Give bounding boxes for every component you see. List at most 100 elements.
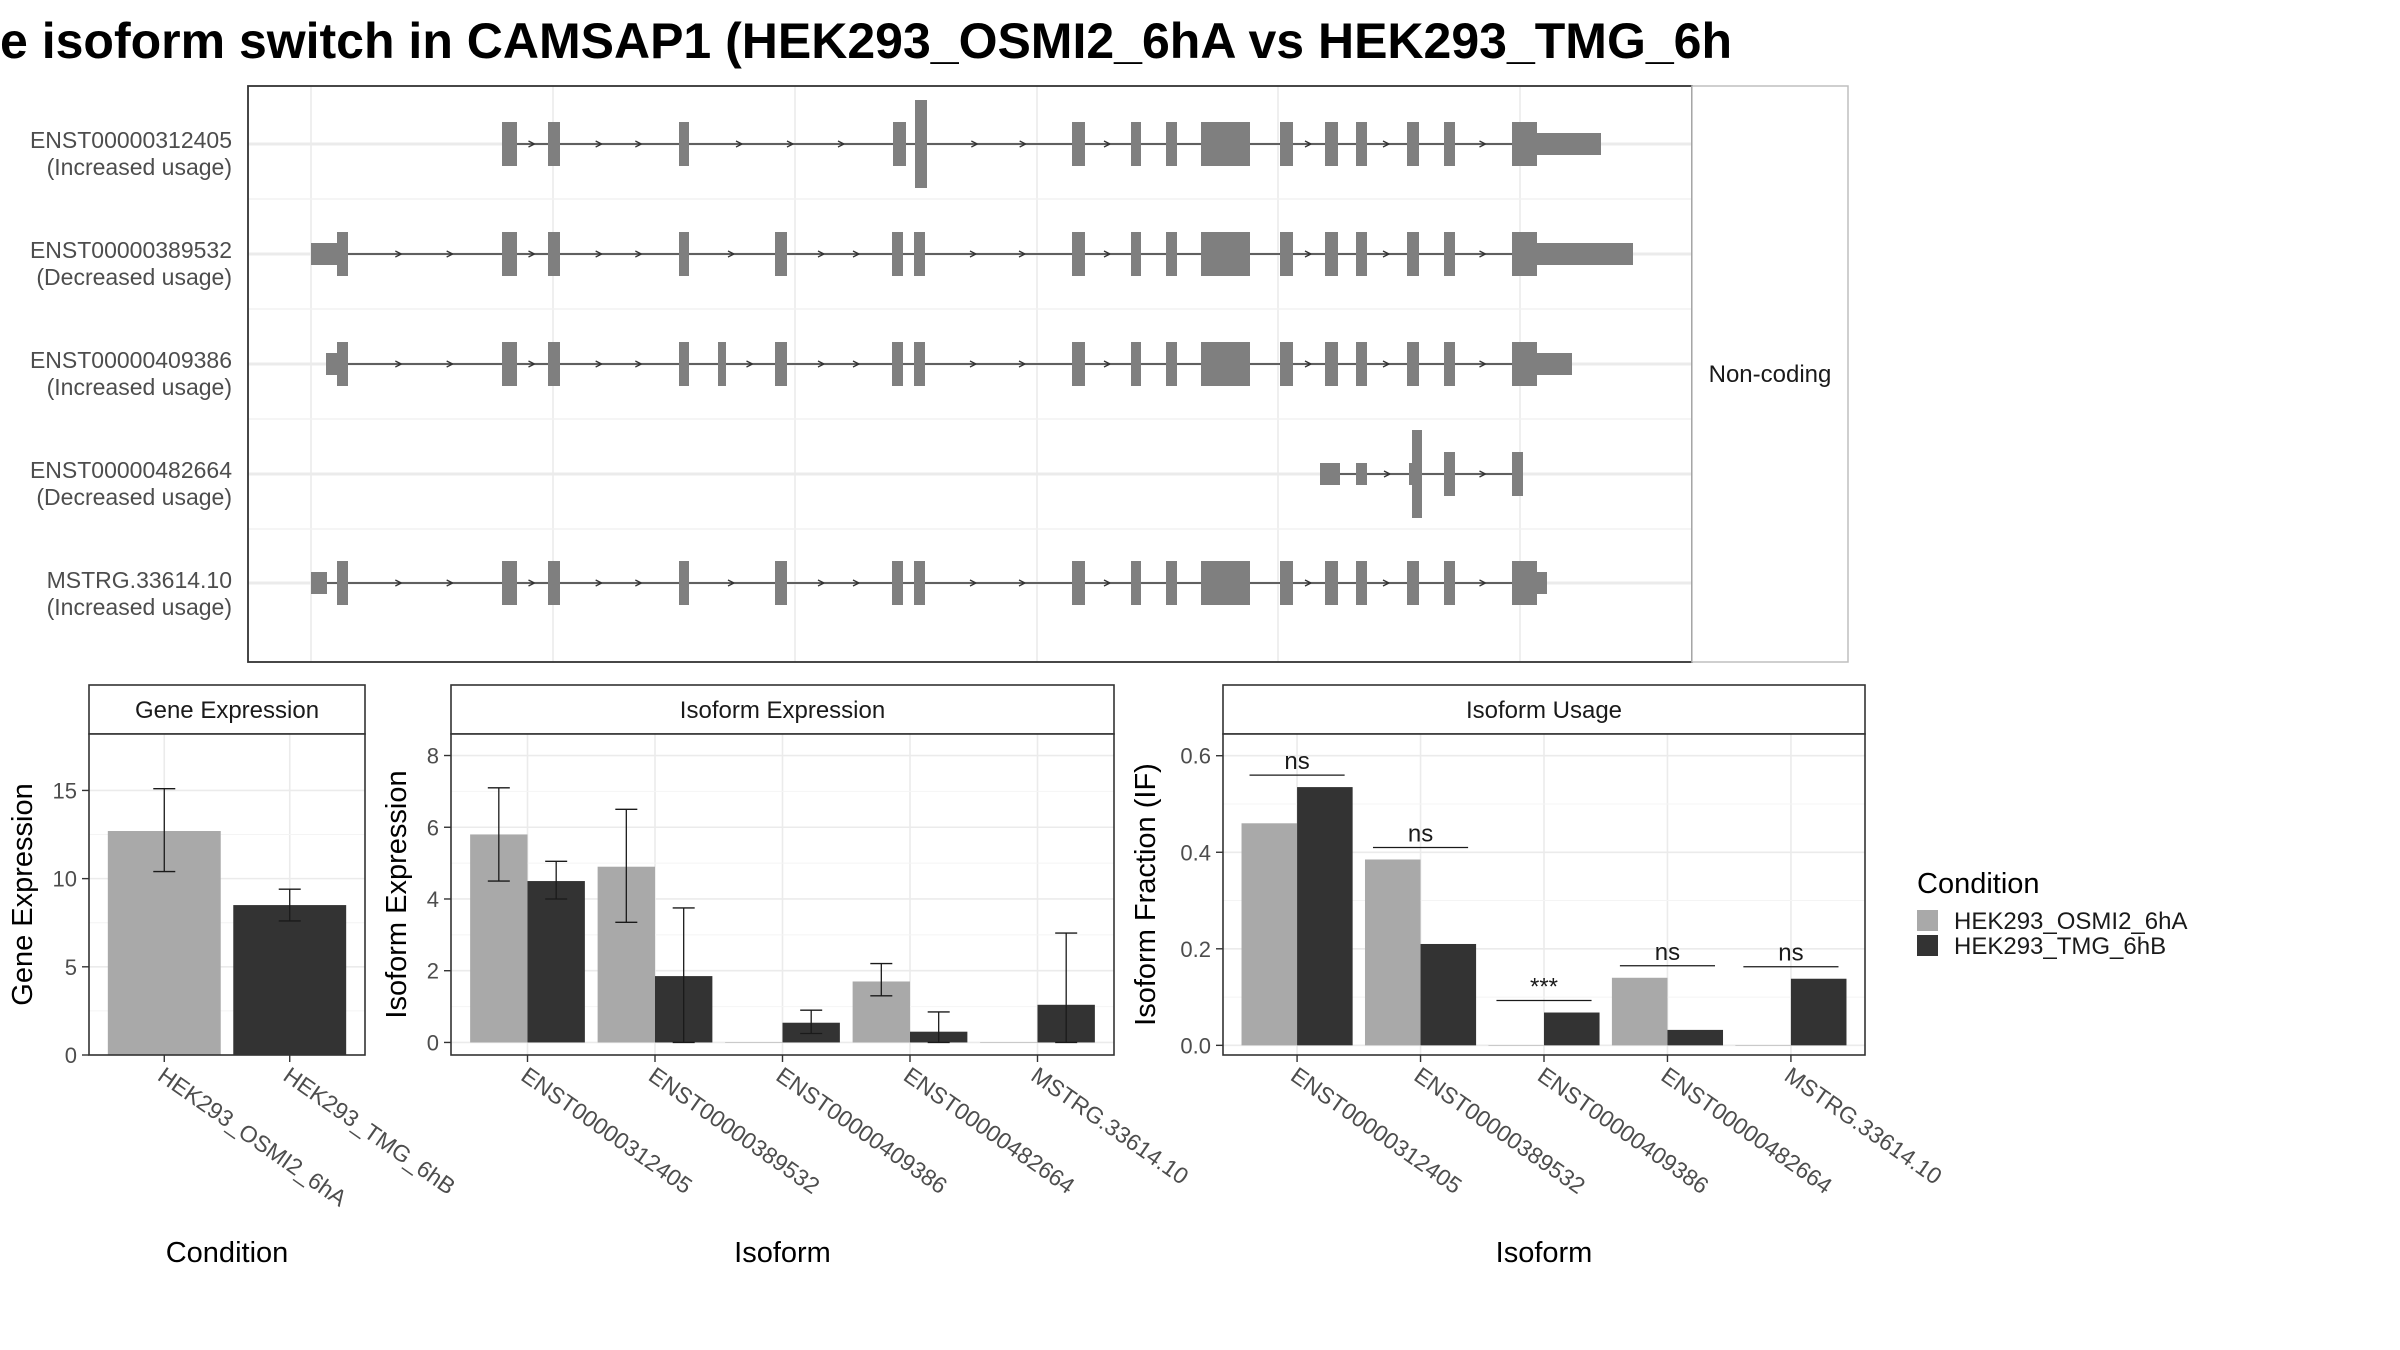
isoform-expression-bar xyxy=(527,881,585,1043)
isoform-usage-significance-label: ns xyxy=(1408,821,1433,848)
exon-block xyxy=(1072,122,1085,166)
gene-expression-y-tick-label: 5 xyxy=(65,955,77,980)
intron-direction-arrow xyxy=(852,360,861,368)
intron-direction-arrow xyxy=(746,360,754,368)
intron-direction-arrow xyxy=(1479,250,1487,258)
isoform-usage-label: (Decreased usage) xyxy=(36,264,232,290)
intron-direction-arrow xyxy=(817,250,826,258)
intron-direction-arrow xyxy=(1103,360,1112,368)
intron-direction-arrow xyxy=(1018,360,1027,368)
exon-block xyxy=(1512,561,1537,605)
intron-direction-arrow xyxy=(446,250,455,258)
exon-block xyxy=(893,122,906,166)
exon-block xyxy=(775,232,787,276)
exon-block xyxy=(1444,342,1455,386)
exon-block xyxy=(548,342,560,386)
exon-block xyxy=(1201,232,1250,276)
structure-strip-label: Non-coding xyxy=(1709,361,1832,388)
intron-direction-arrow xyxy=(1382,360,1391,368)
isoform-expression-y-axis-title: Isoform Expression xyxy=(381,770,413,1018)
intron-direction-arrow xyxy=(635,579,643,587)
exon-block xyxy=(502,561,517,605)
exon-block xyxy=(1072,342,1085,386)
intron-direction-arrow xyxy=(528,250,536,258)
isoform-expression-y-tick-label: 0 xyxy=(427,1030,439,1055)
exon-block xyxy=(914,342,925,386)
isoform-expression-bar xyxy=(725,1042,783,1043)
exon-block xyxy=(775,342,787,386)
exon-block xyxy=(892,232,903,276)
gene-expression-bar xyxy=(233,905,347,1055)
exon-block xyxy=(914,232,925,276)
exon-block xyxy=(1444,561,1455,605)
isoform-usage-significance-label: ns xyxy=(1284,748,1309,775)
isoform-expression-strip-title: Isoform Expression xyxy=(680,697,885,724)
isoform-expression-y-tick-label: 2 xyxy=(427,959,439,984)
exon-block xyxy=(1512,122,1537,166)
exon-block xyxy=(1131,232,1141,276)
exon-block xyxy=(1166,232,1177,276)
transcript-structure-panel: ENST00000312405(Increased usage)ENST0000… xyxy=(30,85,1849,663)
exon-block xyxy=(1512,452,1523,496)
isoform-expression-y-tick-label: 8 xyxy=(427,744,439,769)
intron-direction-arrow xyxy=(1479,140,1487,148)
isoform-expression-y-tick-label: 4 xyxy=(427,887,439,912)
intron-direction-arrow xyxy=(1479,360,1487,368)
isoform-usage-bar xyxy=(1488,1045,1544,1046)
intron-direction-arrow xyxy=(1383,470,1392,478)
intron-direction-arrow xyxy=(1382,140,1391,148)
intron-direction-arrow xyxy=(969,579,978,587)
intron-direction-arrow xyxy=(446,360,455,368)
isoform-usage-strip xyxy=(1222,684,1866,735)
intron-direction-arrow xyxy=(395,360,403,368)
gene-expression-panel-border xyxy=(88,733,366,1056)
exon-block xyxy=(892,342,903,386)
intron-direction-arrow xyxy=(1304,360,1313,368)
exon-block xyxy=(1280,122,1293,166)
exon-block xyxy=(1280,342,1293,386)
isoform-usage-x-axis-title: Isoform xyxy=(1496,1237,1593,1269)
exon-block xyxy=(1512,342,1537,386)
exon-block xyxy=(311,243,339,265)
exon-block xyxy=(1407,561,1419,605)
exon-block xyxy=(679,232,689,276)
intron-direction-arrow xyxy=(395,250,403,258)
intron-direction-arrow xyxy=(1304,579,1313,587)
intron-direction-arrow xyxy=(635,140,643,148)
exon-block xyxy=(1512,232,1537,276)
intron-direction-arrow xyxy=(1018,579,1027,587)
gene-expression-y-tick-label: 0 xyxy=(65,1043,77,1068)
intron-direction-arrow xyxy=(817,579,826,587)
legend-label-condition-a: HEK293_OSMI2_6hA xyxy=(1954,908,2187,935)
isoform-id-label: ENST00000389532 xyxy=(30,237,232,263)
exon-block xyxy=(1356,122,1367,166)
exon-block xyxy=(1201,561,1250,605)
isoform-usage-bar xyxy=(1735,1045,1791,1046)
isoform-id-label: MSTRG.33614.10 xyxy=(47,567,232,593)
figure-title: e isoform switch in CAMSAP1 (HEK293_OSMI… xyxy=(0,13,1732,69)
exon-block xyxy=(1280,232,1293,276)
isoform-usage-bar xyxy=(1364,859,1421,1046)
isoform-usage-y-tick-label: 0.6 xyxy=(1180,744,1211,769)
exon-block xyxy=(775,561,787,605)
intron-direction-arrow xyxy=(528,579,536,587)
intron-direction-arrow xyxy=(1019,140,1028,148)
exon-block xyxy=(1072,561,1085,605)
isoform-usage-bar xyxy=(1667,1029,1724,1046)
isoform-expression-panel: Isoform Expression02468ENST00000312405EN… xyxy=(381,684,1193,1269)
legend-title: Condition xyxy=(1917,868,2040,900)
exon-block xyxy=(1280,561,1293,605)
legend: Condition HEK293_OSMI2_6hA HEK293_TMG_6h… xyxy=(1917,868,2187,960)
intron-direction-arrow xyxy=(852,250,861,258)
isoform-id-label: ENST00000409386 xyxy=(30,347,232,373)
intron-direction-arrow xyxy=(635,250,643,258)
intron-direction-arrow xyxy=(595,250,604,258)
exon-block xyxy=(548,561,560,605)
exon-block xyxy=(1412,430,1422,518)
exon-block xyxy=(1356,463,1367,485)
isoform-usage-label: (Increased usage) xyxy=(47,374,232,400)
exon-block xyxy=(1356,561,1367,605)
exon-block xyxy=(502,342,517,386)
gene-expression-x-axis-title: Condition xyxy=(166,1237,289,1269)
